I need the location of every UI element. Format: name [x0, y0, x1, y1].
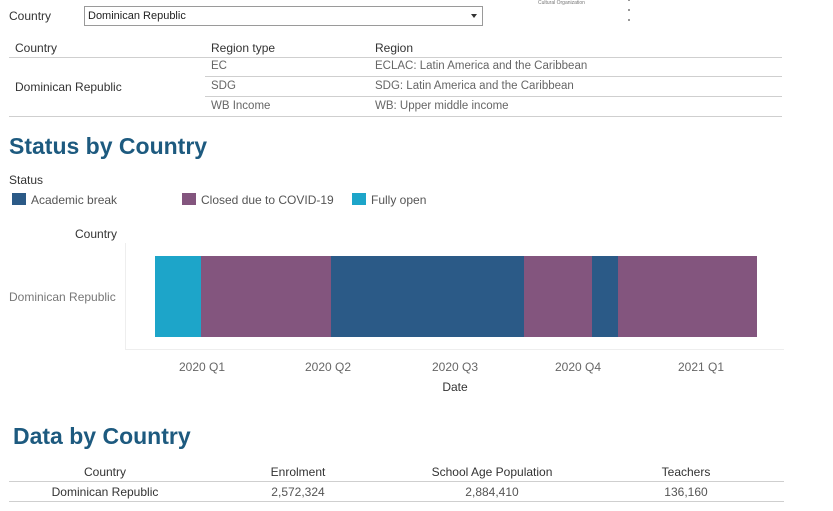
legend-item-academic-break[interactable]: Academic break — [12, 193, 172, 207]
divider — [9, 501, 784, 502]
region-table-country: Dominican Republic — [15, 80, 122, 94]
region-table-header-type: Region type — [211, 41, 276, 55]
x-tick-label: 2021 Q1 — [677, 360, 725, 374]
status-bar-segment[interactable] — [617, 256, 757, 337]
region-type-cell: EC — [211, 60, 227, 72]
data-cell-enrolment: 2,572,324 — [271, 485, 325, 499]
data-cell-teachers: 136,160 — [664, 485, 708, 499]
status-bar-segment[interactable] — [331, 256, 524, 337]
x-tick-label: 2020 Q1 — [178, 360, 226, 374]
divider — [9, 481, 784, 482]
country-dropdown[interactable]: Dominican Republic — [84, 6, 483, 26]
x-axis-title: Date — [442, 380, 468, 394]
x-tick-label: 2020 Q4 — [554, 360, 602, 374]
status-section-title: Status by Country — [9, 133, 208, 159]
region-type-cell: WB Income — [211, 100, 271, 112]
status-bar-segment[interactable] — [155, 256, 201, 337]
divider — [9, 116, 782, 117]
data-header-population: School Age Population — [431, 465, 553, 479]
country-filter-label: Country — [9, 9, 52, 23]
legend-swatch — [12, 193, 26, 205]
x-tick-label: 2020 Q2 — [304, 360, 352, 374]
legend-label: Academic break — [31, 193, 118, 207]
region-cell: WB: Upper middle income — [375, 100, 509, 112]
more-options-icon[interactable] — [628, 0, 632, 27]
data-cell-country: Dominican Republic — [51, 485, 159, 499]
x-tick-label: 2020 Q3 — [431, 360, 479, 374]
legend-label: Fully open — [371, 193, 427, 207]
region-table-header-region: Region — [375, 41, 414, 55]
data-cell-population: 2,884,410 — [465, 485, 519, 499]
region-cell: ECLAC: Latin America and the Caribbean — [375, 60, 588, 72]
region-table-header-country: Country — [15, 41, 58, 55]
divider — [205, 76, 782, 77]
legend-title: Status — [9, 173, 44, 187]
legend-item-fully-open[interactable]: Fully open — [352, 193, 442, 207]
status-bar-segment[interactable] — [523, 256, 592, 337]
divider — [205, 96, 782, 97]
logo-text: Cultural Organization — [538, 0, 585, 6]
region-type-cell: SDG — [211, 80, 236, 92]
chart-plot-area — [125, 243, 784, 350]
data-header-teachers: Teachers — [661, 465, 711, 479]
legend-swatch — [352, 193, 366, 205]
data-section-title: Data by Country — [13, 423, 191, 449]
legend-swatch — [182, 193, 196, 205]
data-header-country: Country — [83, 465, 127, 479]
chart-row-header: Country — [75, 227, 118, 241]
country-dropdown-value: Dominican Republic — [88, 10, 186, 22]
status-bar-segment[interactable] — [200, 256, 332, 337]
status-bar-segment[interactable] — [591, 256, 618, 337]
legend-label: Closed due to COVID-19 — [201, 193, 334, 207]
legend-item-closed[interactable]: Closed due to COVID-19 — [182, 193, 342, 207]
divider — [9, 57, 782, 58]
chart-row-label: Dominican Republic — [9, 290, 116, 304]
data-header-enrolment: Enrolment — [270, 465, 326, 479]
chevron-down-icon — [471, 14, 477, 18]
region-cell: SDG: Latin America and the Caribbean — [375, 80, 574, 92]
